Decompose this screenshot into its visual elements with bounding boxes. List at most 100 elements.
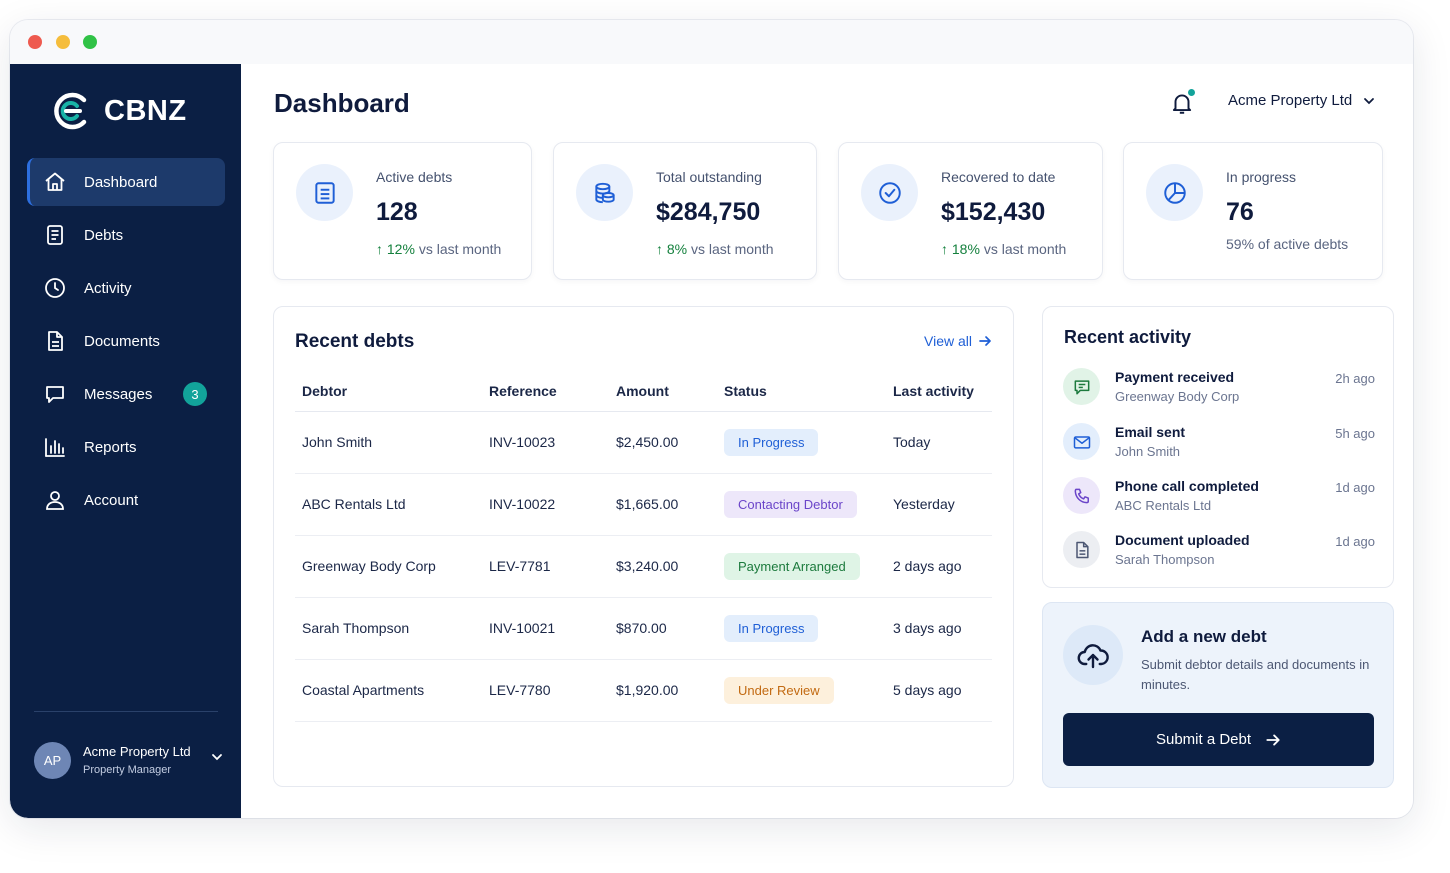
stat-delta-value: 8% [666,241,688,257]
coins-icon [594,182,615,203]
user-menu[interactable]: AP Acme Property Ltd Property Manager [34,740,224,780]
stat-label: In progress [1226,169,1297,185]
user-name: Acme Property Ltd [83,744,191,759]
bell-icon[interactable] [1169,90,1195,116]
submit-debt-label: Submit a Debt [1155,731,1252,748]
sidebar-item-documents[interactable]: Documents [27,317,225,365]
table-row[interactable]: ABC Rentals Ltd INV-10022 $1,665.00 Cont… [295,473,992,536]
last-activity-cell: Yesterday [886,473,992,536]
sidebar-nav: Dashboard Debts Activity Documents Messa… [27,158,225,529]
sidebar-item-reports[interactable]: Reports [27,423,225,471]
brand-name: CBNZ [104,94,187,127]
sidebar-item-activity[interactable]: Activity [27,264,225,312]
activity-item[interactable]: Document uploaded Sarah Thompson 1d ago [1063,531,1375,575]
reference-cell: INV-10021 [482,597,609,660]
stat-icon-wrap [1146,164,1203,221]
activity-title: Document uploaded [1115,532,1250,548]
cloud-upload-icon [1077,644,1109,669]
table-row[interactable]: Coastal Apartments LEV-7780 $1,920.00 Un… [295,659,992,722]
add-debt-card: Add a new debt Submit debtor details and… [1042,602,1394,788]
stat-value: 128 [376,198,418,226]
column-header[interactable]: Status [717,371,886,412]
amount-cell: $1,665.00 [609,473,717,536]
user-role: Property Manager [83,764,172,776]
reference-cell: LEV-7781 [482,535,609,598]
sidebar-item-dashboard[interactable]: Dashboard [27,158,225,206]
activity-time: 1d ago [1335,480,1375,495]
debts-table: Debtor Reference Amount Status Last acti… [295,371,992,722]
activity-time: 1d ago [1335,534,1375,549]
stat-card-total-outstanding[interactable]: Total outstanding $284,750 ↑ 8% vs last … [553,142,817,280]
cta-icon-wrap [1063,625,1123,685]
submit-debt-button[interactable]: Submit a Debt [1063,713,1374,766]
debtor-cell: ABC Rentals Ltd [295,473,482,536]
chevron-down-icon [1364,97,1375,104]
amount-cell: $3,240.00 [609,535,717,598]
activity-icon-wrap [1063,531,1100,568]
activity-time: 5h ago [1335,426,1375,441]
stat-card-in-progress[interactable]: In progress 76 59% of active debts [1123,142,1383,280]
stat-label: Total outstanding [656,169,762,185]
sidebar-item-account[interactable]: Account [27,476,225,524]
stat-delta-text: vs last month [418,241,502,257]
notification-dot [1187,88,1196,97]
stat-card-recovered[interactable]: Recovered to date $152,430 ↑ 18% vs last… [838,142,1103,280]
activity-icon-wrap [1063,477,1100,514]
recent-activity-title: Recent activity [1064,327,1192,347]
sidebar-item-label: Activity [84,279,132,297]
list-icon [314,181,335,204]
activity-subtitle: ABC Rentals Ltd [1115,498,1212,513]
status-badge: Under Review [724,676,834,704]
avatar: AP [34,741,71,779]
org-switcher[interactable]: Acme Property Ltd [1228,92,1376,109]
chevron-down-icon[interactable] [210,750,224,764]
brand-logo[interactable]: CBNZ [50,88,187,134]
amount-cell: $1,920.00 [609,659,717,722]
messages-count-badge: 3 [183,382,207,406]
minimize-window-button[interactable] [56,35,70,49]
status-cell: In Progress [717,411,886,474]
clock-icon [45,278,65,298]
check-circle-icon [878,181,901,204]
status-badge: Payment Arranged [724,552,860,580]
sidebar-divider [34,711,218,712]
stat-value: $152,430 [941,198,1046,226]
document-list-icon [47,225,63,245]
table-row[interactable]: Greenway Body Corp LEV-7781 $3,240.00 Pa… [295,535,992,598]
stat-card-active-debts[interactable]: Active debts 128 ↑ 12% vs last month [273,142,532,280]
sidebar-item-label: Messages [84,385,153,403]
phone-icon [1074,488,1089,503]
activity-item[interactable]: Payment received Greenway Body Corp 2h a… [1063,368,1375,412]
chat-icon [46,386,64,403]
activity-title: Phone call completed [1115,478,1259,494]
sidebar-item-label: Account [84,491,139,509]
sidebar: CBNZ Dashboard Debts Activity Documents … [10,64,241,818]
mail-icon [1073,435,1090,449]
table-row[interactable]: Sarah Thompson INV-10021 $870.00 In Prog… [295,597,992,660]
stat-delta-text: vs last month [691,241,774,257]
sidebar-item-label: Dashboard [84,173,158,191]
status-cell: Under Review [717,659,886,722]
close-window-button[interactable] [28,35,42,49]
activity-item[interactable]: Phone call completed ABC Rentals Ltd 1d … [1063,477,1375,521]
activity-item[interactable]: Email sent John Smith 5h ago [1063,423,1375,467]
reference-cell: INV-10023 [482,411,609,474]
table-row[interactable]: John Smith INV-10023 $2,450.00 In Progre… [295,411,992,474]
column-header[interactable]: Last activity [886,371,992,412]
stat-subtext: 59% of active debts [1226,236,1349,252]
column-header[interactable]: Amount [609,371,717,412]
activity-subtitle: Sarah Thompson [1115,552,1215,567]
last-activity-cell: 5 days ago [886,659,992,722]
view-all-link[interactable]: View all [924,333,992,349]
arrow-right-icon [1266,734,1280,745]
sidebar-item-debts[interactable]: Debts [27,211,225,259]
stat-delta-value: 18% [951,241,980,257]
sidebar-item-messages[interactable]: Messages 3 [27,370,225,418]
home-icon [45,172,65,191]
column-header[interactable]: Debtor [295,371,482,412]
maximize-window-button[interactable] [83,35,97,49]
stat-icon-wrap [296,164,353,221]
reference-cell: LEV-7780 [482,659,609,722]
status-cell: Payment Arranged [717,535,886,598]
column-header[interactable]: Reference [482,371,609,412]
